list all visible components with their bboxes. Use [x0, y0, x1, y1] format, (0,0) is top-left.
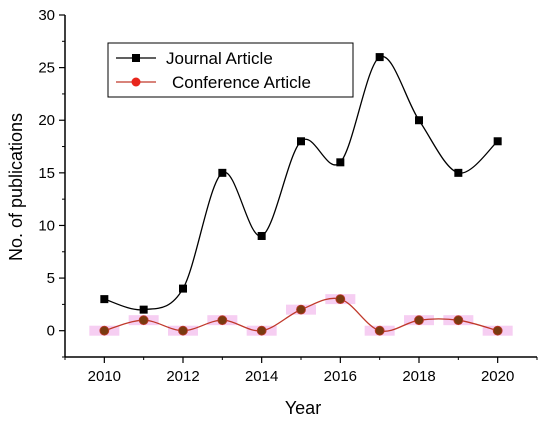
- data-point-circle: [453, 315, 464, 326]
- data-point-square: [415, 116, 423, 125]
- series-markers: [99, 53, 503, 336]
- data-point-circle: [492, 325, 503, 336]
- data-point-square: [297, 137, 305, 146]
- y-tick-label: 10: [38, 217, 55, 234]
- series-line-1: [104, 297, 498, 332]
- data-point-square: [218, 168, 227, 177]
- data-point-square: [139, 305, 148, 314]
- y-tick-label: 20: [38, 112, 55, 129]
- x-tick-label: 2018: [402, 368, 435, 385]
- x-tick-label: 2012: [166, 368, 199, 385]
- legend-marker-square: [132, 54, 140, 62]
- data-point-square: [100, 295, 109, 304]
- data-point-square: [493, 137, 502, 146]
- data-point-square: [179, 284, 187, 293]
- y-tick-label: 0: [47, 323, 55, 340]
- data-point-circle: [414, 315, 424, 326]
- data-point-circle: [296, 304, 306, 315]
- y-tick-label: 25: [38, 60, 55, 77]
- data-point-square: [257, 231, 266, 240]
- x-tick-label: 2020: [481, 368, 514, 385]
- x-axis-title: Year: [285, 398, 321, 418]
- data-point-circle: [178, 325, 188, 336]
- y-tick-label: 15: [38, 165, 55, 182]
- y-tick-label: 5: [47, 270, 55, 287]
- legend-label: Journal Article: [166, 49, 273, 68]
- x-tick-label: 2014: [245, 368, 278, 385]
- data-point-circle: [256, 325, 267, 336]
- data-point-circle: [99, 325, 110, 336]
- x-tick-label: 2010: [88, 368, 121, 385]
- axes: 0 5 10 15 20 25 30 2010 2012 2014 2016 2018 2020: [38, 7, 538, 385]
- y-tick-label: 30: [38, 7, 55, 24]
- y-axis-title: No. of publications: [6, 113, 26, 261]
- data-point-circle: [138, 315, 149, 326]
- legend-marker-circle: [131, 77, 141, 87]
- data-point-square: [454, 168, 463, 177]
- legend-box: [107, 42, 354, 98]
- conference-highlights: [89, 294, 513, 336]
- legend-label: Conference Article: [172, 73, 311, 92]
- x-tick-label: 2016: [324, 368, 357, 385]
- data-point-circle: [335, 294, 346, 305]
- series-lines: [104, 55, 499, 332]
- data-point-circle: [374, 325, 385, 336]
- legend: Journal Article Conference Article: [107, 42, 354, 98]
- data-point-square: [375, 53, 384, 62]
- data-point-square: [336, 158, 345, 167]
- data-point-circle: [217, 315, 228, 326]
